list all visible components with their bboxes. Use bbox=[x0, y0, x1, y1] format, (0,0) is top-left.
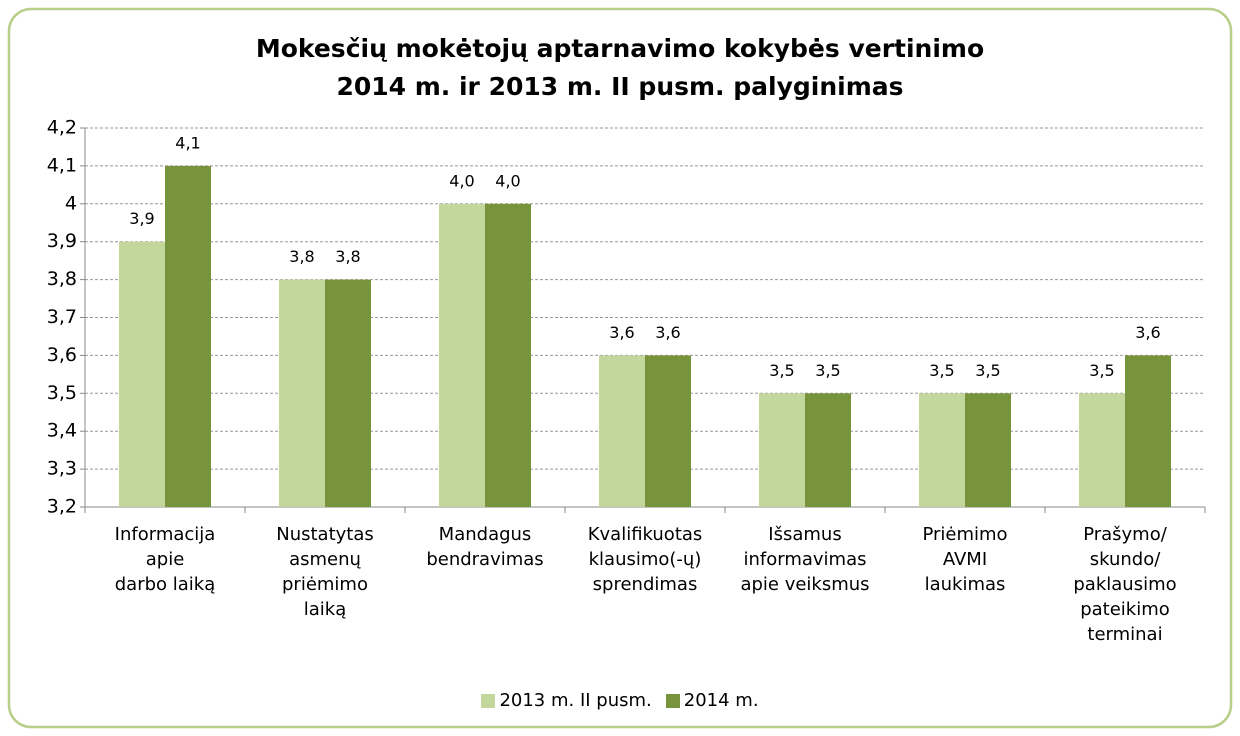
data-label: 4,0 bbox=[495, 171, 520, 190]
data-label: 3,8 bbox=[335, 247, 360, 266]
x-tick-label: Informacija apie darbo laiką bbox=[114, 524, 216, 595]
bar bbox=[1125, 355, 1171, 507]
y-tick-label: 3,8 bbox=[47, 268, 77, 290]
y-tick-label: 3,7 bbox=[47, 306, 77, 328]
legend-label: 2014 m. bbox=[683, 690, 759, 711]
x-tick-label: Priėmimo AVMI laukimas bbox=[922, 524, 1008, 595]
y-tick-label: 3,2 bbox=[47, 496, 77, 518]
bar bbox=[279, 279, 325, 507]
legend-label: 2013 m. II pusm. bbox=[499, 690, 652, 711]
x-tick-label: Kvalifikuotas klausimo(-ų) sprendimas bbox=[587, 524, 703, 595]
x-tick-label: Mandagus bendravimas bbox=[426, 524, 544, 570]
x-tick-label: Išsamus informavimas apie veiksmus bbox=[740, 524, 870, 595]
bar bbox=[485, 203, 531, 508]
data-label: 4,0 bbox=[449, 171, 474, 190]
data-label: 3,6 bbox=[1135, 323, 1160, 342]
data-label: 3,6 bbox=[655, 323, 680, 342]
y-tick-label: 4,1 bbox=[47, 154, 77, 176]
data-label: 3,5 bbox=[1089, 361, 1114, 380]
bar bbox=[759, 393, 805, 507]
data-label: 4,1 bbox=[175, 133, 200, 152]
bar bbox=[165, 165, 211, 507]
bar bbox=[439, 203, 485, 508]
data-label: 3,5 bbox=[815, 361, 840, 380]
data-label: 3,5 bbox=[769, 361, 794, 380]
chart-title: Mokesčių mokėtojų aptarnavimo kokybės ve… bbox=[255, 34, 985, 101]
bar bbox=[1079, 393, 1125, 507]
x-tick-label: Nustatytas asmenų priėmimo laiką bbox=[276, 524, 374, 620]
data-label: 3,5 bbox=[929, 361, 954, 380]
data-label: 3,9 bbox=[129, 209, 154, 228]
legend-swatch bbox=[665, 693, 680, 708]
data-label: 3,6 bbox=[609, 323, 634, 342]
y-tick-label: 3,5 bbox=[47, 382, 77, 404]
y-tick-label: 3,6 bbox=[47, 344, 77, 366]
bar bbox=[119, 241, 165, 507]
y-tick-label: 4 bbox=[65, 192, 77, 214]
y-tick-label: 3,4 bbox=[47, 420, 77, 442]
bar bbox=[599, 355, 645, 507]
data-label: 3,5 bbox=[975, 361, 1000, 380]
bar bbox=[325, 279, 371, 507]
legend-swatch bbox=[481, 693, 496, 708]
y-tick-label: 3,3 bbox=[47, 458, 77, 480]
legend-item: 2014 m. bbox=[665, 690, 759, 711]
bar bbox=[919, 393, 965, 507]
x-tick-label: Prašymo/ skundo/ paklausimo pateikimo te… bbox=[1073, 524, 1177, 645]
bar bbox=[965, 393, 1011, 507]
bar bbox=[645, 355, 691, 507]
legend: 2013 m. II pusm. 2014 m. bbox=[0, 690, 1240, 711]
legend-item: 2013 m. II pusm. bbox=[481, 690, 652, 711]
y-tick-label: 3,9 bbox=[47, 230, 77, 252]
data-label: 3,8 bbox=[289, 247, 314, 266]
bar bbox=[805, 393, 851, 507]
y-tick-label: 4,2 bbox=[47, 117, 77, 139]
